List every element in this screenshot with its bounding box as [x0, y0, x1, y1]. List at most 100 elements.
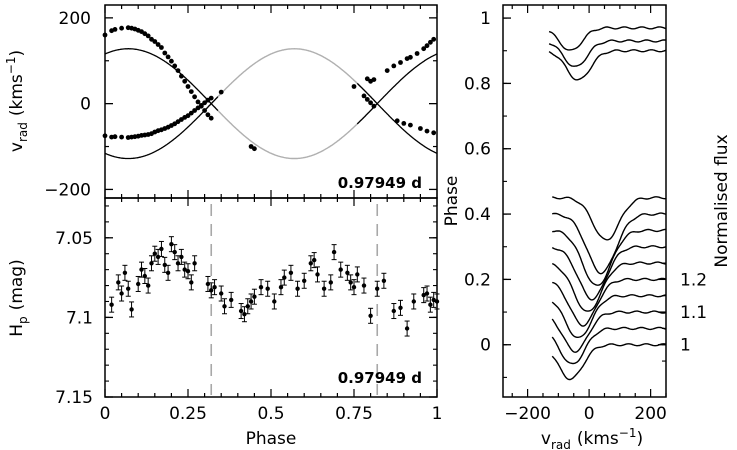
hp-point — [185, 269, 191, 274]
rv-point-secondary — [175, 68, 181, 73]
hp-point — [209, 288, 214, 293]
rv-point-primary — [202, 100, 208, 106]
phase-axis-label: Phase — [442, 176, 462, 227]
rv-point-secondary — [192, 94, 198, 100]
rv-point-secondary — [428, 39, 433, 45]
vrad-x-tick-label: 0 — [584, 404, 595, 424]
rv-panel-frame — [104, 4, 438, 199]
phase-y-tick-label: 0.2 — [464, 270, 491, 290]
rv-point-primary — [418, 126, 423, 131]
hp-point — [116, 280, 121, 285]
hp-point — [119, 291, 124, 296]
phase-x-tick-label: 1 — [432, 404, 443, 424]
rv-point-primary — [185, 113, 191, 119]
line-profile — [551, 326, 667, 365]
hp-point — [222, 304, 227, 309]
hp-point — [404, 326, 410, 331]
rv-point-secondary — [142, 31, 148, 37]
hp-y-tick-label: 7.1 — [66, 308, 93, 328]
hp-point — [265, 286, 270, 291]
vrad-x-axis-label: vrad (kms−1) — [541, 426, 643, 450]
hp-point — [302, 278, 307, 283]
rv-point-primary — [192, 108, 198, 113]
hp-point — [165, 270, 171, 275]
hp-point — [122, 270, 128, 275]
hp-point — [229, 297, 234, 303]
hp-point — [328, 280, 333, 285]
photometry-x-axis-label: Phase — [246, 429, 297, 449]
rv-model-primary-black-end — [356, 82, 438, 154]
photometry-panel-frame — [104, 197, 438, 398]
rv-point-secondary — [159, 45, 164, 50]
rv-point-primary — [394, 118, 400, 124]
hp-point — [258, 285, 264, 290]
hp-point — [219, 291, 224, 296]
rv-point-secondary — [398, 60, 403, 65]
rv-point-secondary — [162, 50, 168, 56]
normalised-flux-axis-label: Normalised flux — [712, 134, 732, 267]
hp-point — [272, 299, 277, 304]
rv-point-secondary — [371, 77, 377, 82]
rv-point-secondary — [424, 43, 430, 49]
rv-y-ticks: 200 0 −200 — [44, 5, 438, 200]
flux-y-tick-label: 1.1 — [680, 303, 707, 323]
flux-y-tick-label: 1 — [680, 336, 691, 356]
photometry-eclipse-markers — [210, 204, 379, 395]
phase-y-tick-label: 0.4 — [464, 205, 491, 225]
rv-point-primary — [112, 134, 118, 140]
flux-y-tick-label: 1.2 — [680, 270, 707, 290]
hp-point — [129, 307, 134, 312]
hp-point — [351, 285, 357, 290]
hp-point — [282, 275, 287, 280]
line-profile — [551, 310, 667, 353]
hp-point — [321, 286, 327, 291]
line-profile — [552, 212, 667, 275]
rv-panel: 200 0 −200 0.97949 d vrad(kms−1) — [4, 4, 438, 200]
hp-point — [189, 280, 194, 285]
rv-point-primary — [218, 89, 224, 95]
phase-x-tick-label: 0 — [100, 404, 111, 424]
rv-point-primary — [401, 121, 407, 126]
line-profile — [551, 343, 667, 381]
hp-point — [179, 254, 184, 260]
rv-point-secondary — [188, 89, 194, 94]
hp-point — [109, 302, 114, 307]
rv-model-secondary-black-end — [356, 53, 438, 125]
phase-x-tick-label: 0.5 — [257, 404, 284, 424]
rv-point-secondary — [172, 63, 178, 69]
rv-point-primary — [188, 110, 194, 116]
hp-point — [355, 272, 360, 277]
hp-point — [428, 302, 433, 307]
line-profile — [552, 277, 667, 327]
rv-point-secondary — [179, 73, 184, 79]
hp-point — [238, 308, 244, 314]
rv-point-secondary — [408, 54, 413, 60]
hp-point — [192, 261, 197, 266]
phase-y-tick-label: 0.6 — [464, 140, 491, 160]
line-profile — [548, 26, 667, 51]
hp-point — [411, 299, 416, 304]
hp-point — [248, 299, 254, 304]
rv-point-secondary — [145, 33, 151, 39]
rv-point-secondary — [208, 115, 214, 121]
line-profile — [551, 294, 667, 338]
hp-point — [159, 246, 164, 252]
photometry-y-axis-label: Hp(mag) — [7, 259, 30, 336]
rv-period-annotation: 0.97949 d — [338, 174, 422, 192]
rv-point-primary — [368, 100, 373, 106]
hp-y-tick-label: 7.15 — [55, 388, 93, 408]
rv-y-tick-label: 0 — [80, 95, 91, 115]
hp-point — [421, 292, 426, 298]
hp-y-tick-label: 7.05 — [55, 229, 93, 249]
phase-x-tick-label: 0.75 — [335, 404, 373, 424]
hp-point — [348, 280, 353, 285]
line-profile — [552, 196, 667, 241]
hp-point — [308, 261, 313, 266]
hp-point — [252, 294, 257, 299]
rv-point-secondary — [421, 46, 427, 52]
rv-y-axis-label: vrad(kms−1) — [4, 50, 30, 152]
rv-point-secondary — [205, 112, 211, 118]
hp-point — [172, 249, 177, 255]
phase-y-tick-label: 1 — [480, 9, 491, 29]
hp-point — [288, 270, 294, 275]
